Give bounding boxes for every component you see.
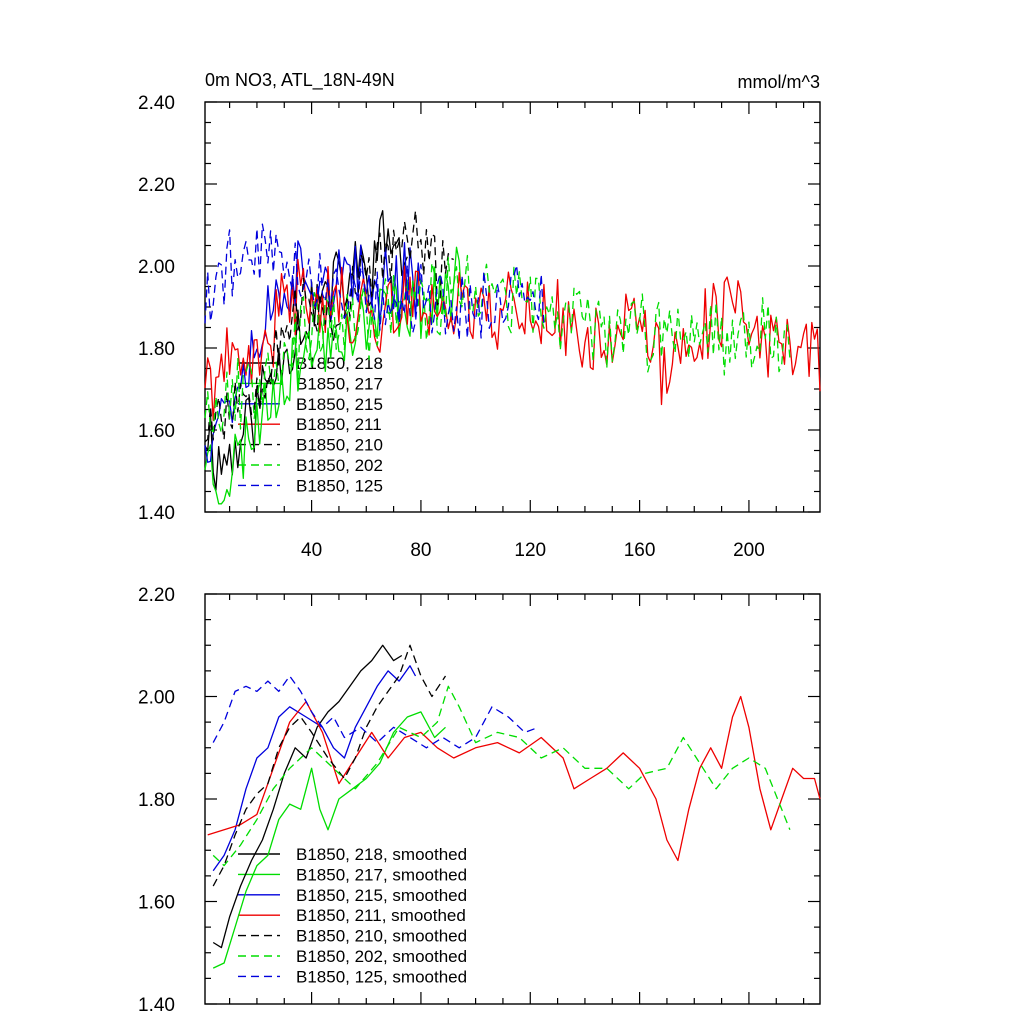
x-tick-labels: 40 80 120 160 200 <box>301 540 765 561</box>
legend-label: B1850, 218 <box>296 354 383 373</box>
legend: B1850, 218, smoothed B1850, 217, smoothe… <box>238 845 467 986</box>
series-line <box>204 210 454 443</box>
series-line <box>212 644 447 887</box>
series-line <box>212 665 417 872</box>
y-tick-label: 2.00 <box>138 257 175 278</box>
y-tick-label: 1.80 <box>138 790 175 811</box>
y-tick-label: 1.80 <box>138 339 175 360</box>
series-lines <box>204 210 821 505</box>
chart-title: 0m NO3, ATL_18N-49N <box>205 70 395 91</box>
legend-label: B1850, 211, smoothed <box>296 906 466 925</box>
x-tick-label: 160 <box>624 540 656 561</box>
series-line <box>204 254 791 434</box>
series-line <box>204 210 408 491</box>
series-line <box>204 223 545 341</box>
x-tick-label: 120 <box>514 540 546 561</box>
series-line <box>212 685 791 867</box>
legend-label: B1850, 211 <box>296 415 382 434</box>
legend-label: B1850, 217, smoothed <box>296 865 467 884</box>
y-tick-labels: 1.40 1.60 1.80 2.00 2.20 2.40 <box>138 93 175 524</box>
legend-label: B1850, 215 <box>296 395 383 414</box>
y-tick-label: 2.00 <box>138 688 175 709</box>
bottom-panel: 1.40 1.60 1.80 2.00 2.20 B1850, 218, smo… <box>138 585 821 1016</box>
y-tick-label: 1.40 <box>138 995 175 1016</box>
series-line <box>207 695 821 862</box>
legend-label: B1850, 202 <box>296 456 383 475</box>
y-tick-label: 2.40 <box>138 93 175 114</box>
series-line <box>212 644 403 949</box>
y-tick-label: 2.20 <box>138 175 175 196</box>
y-tick-label: 1.60 <box>138 893 175 914</box>
y-tick-labels: 1.40 1.60 1.80 2.00 2.20 <box>138 585 175 1016</box>
legend-label: B1850, 210 <box>296 436 383 455</box>
x-tick-label: 80 <box>410 540 431 561</box>
y-tick-label: 1.40 <box>138 503 175 524</box>
x-tick-label: 200 <box>733 540 765 561</box>
series-line <box>212 711 446 969</box>
legend-label: B1850, 125 <box>296 476 383 495</box>
legend-label: B1850, 218, smoothed <box>296 845 467 864</box>
top-panel: 0m NO3, ATL_18N-49N mmol/m^3 1.40 1.60 1… <box>138 70 821 561</box>
x-tick-label: 40 <box>301 540 322 561</box>
legend-label: B1850, 217 <box>296 374 383 393</box>
y-tick-label: 1.60 <box>138 421 175 442</box>
legend-label: B1850, 210, smoothed <box>296 927 467 946</box>
legend-label: B1850, 202, smoothed <box>296 947 467 966</box>
series-lines <box>207 644 821 969</box>
legend-label: B1850, 215, smoothed <box>296 886 467 905</box>
y-tick-label: 2.20 <box>138 585 175 606</box>
series-line <box>212 675 539 749</box>
legend-label: B1850, 125, smoothed <box>296 967 467 986</box>
units-label: mmol/m^3 <box>738 72 820 92</box>
